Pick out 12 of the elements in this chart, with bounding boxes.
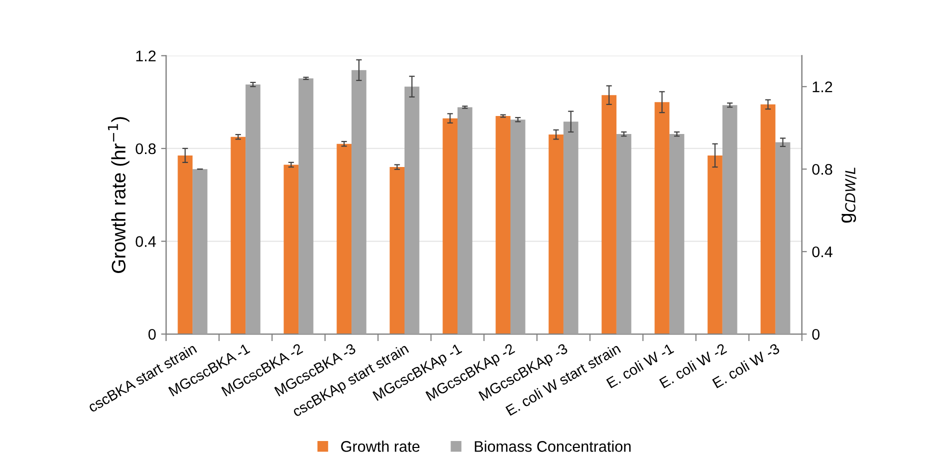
y-tick-label: 0.4: [136, 236, 156, 247]
legend-label: Growth rate: [341, 440, 420, 452]
y-axis-title: Growth rate (hr$^{−1}$): [108, 117, 130, 273]
y-tick-label: 0: [148, 328, 156, 340]
y-tick-label: 1.2: [136, 50, 156, 62]
y2-tick-label: 0.8: [812, 164, 832, 175]
y2-axis-title: g$_{CDW/L}$: [842, 168, 856, 223]
legend-label: Biomass Concentration: [474, 440, 631, 452]
y2-tick-label: 1.2: [812, 81, 832, 92]
y-tick-label: 0.8: [136, 143, 156, 154]
y2-tick-label: 0.4: [812, 246, 832, 258]
y2-tick-label: 0: [812, 328, 820, 340]
